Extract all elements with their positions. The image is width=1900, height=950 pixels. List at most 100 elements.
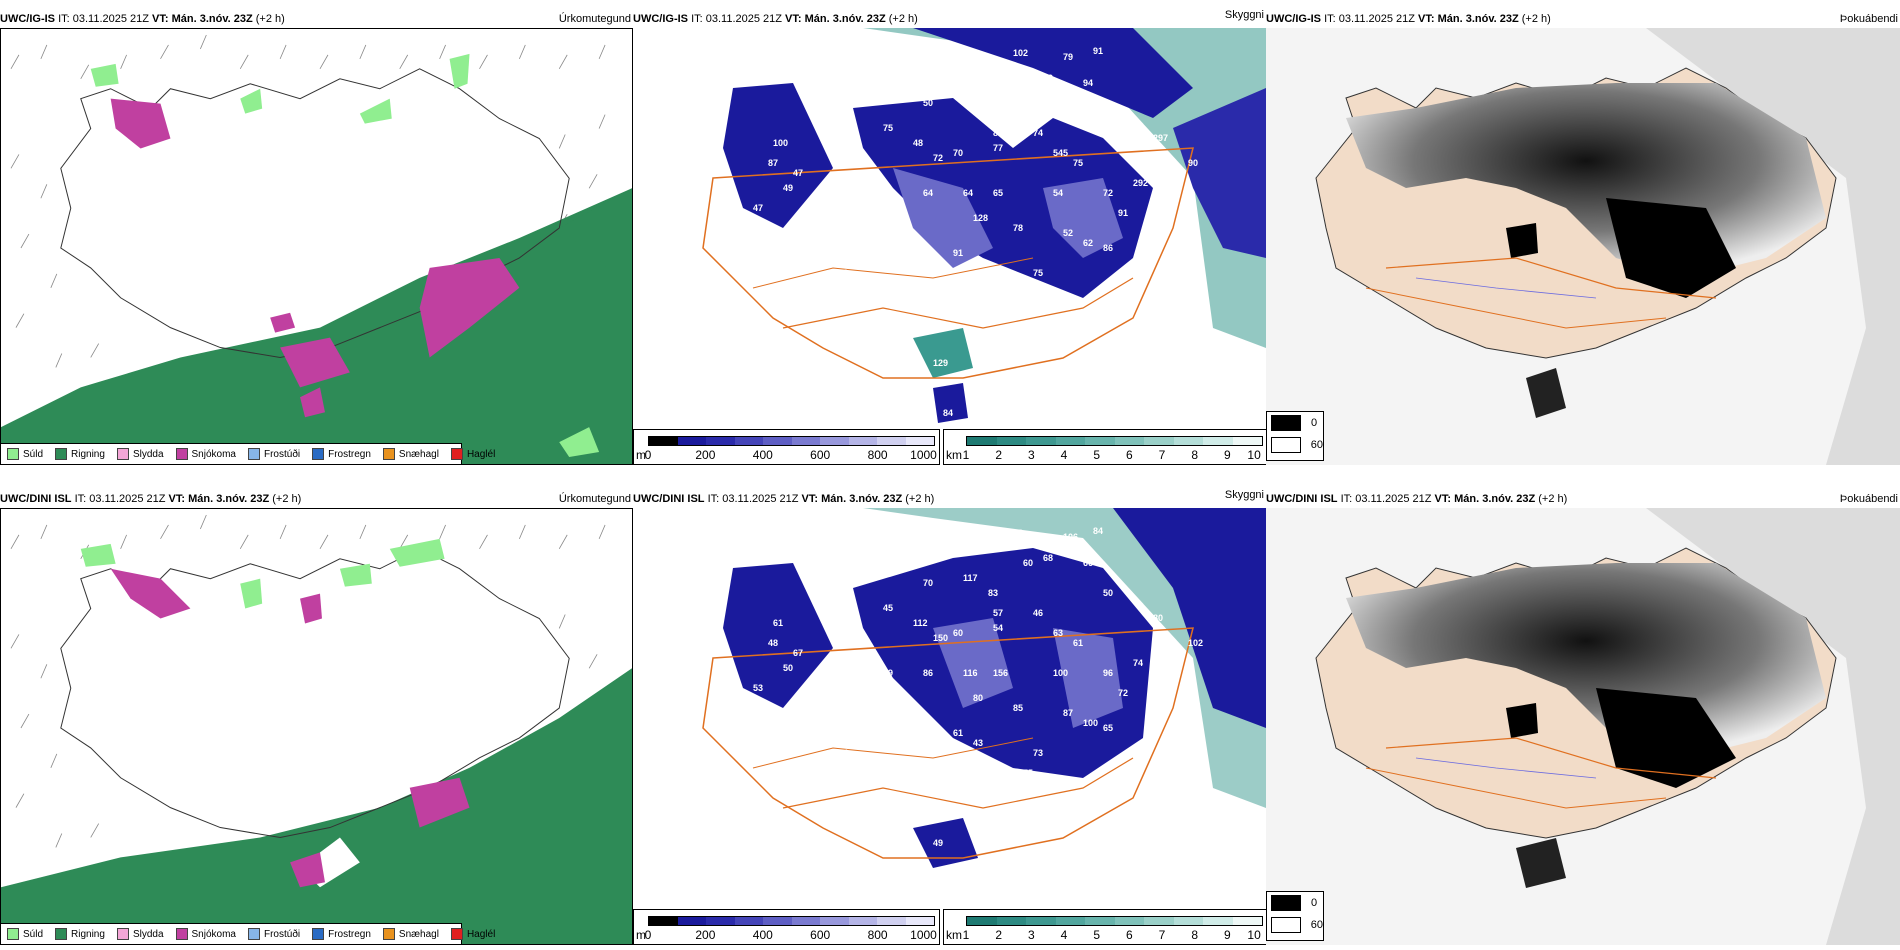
legend-item-hail: Haglél [450, 448, 495, 460]
visibility-value-label: 46 [883, 188, 893, 198]
fog-legend-max: 60 [1267, 914, 1323, 936]
visibility-value-label: 65 [1103, 723, 1113, 733]
visibility-value-label: 124 [833, 748, 848, 758]
legend-item-freezing-drizzle: Frostúði [247, 448, 300, 460]
valid-time: VT: Mán. 3.nóv. 23Z [1418, 13, 1519, 25]
visibility-value-labels: 253 102 102 79 91 86 89 94 50 99 181 107 86 74 75 48 72 7… [733, 46, 1198, 418]
visibility-value-label: 297 [1153, 133, 1168, 143]
legend-item-sleet: Slydda [116, 928, 164, 940]
visibility-value-label: 45 [883, 603, 893, 613]
legend-item-snow: Snjókoma [175, 448, 236, 460]
visibility-value-label: 94 [1083, 78, 1093, 88]
visibility-value-label: 99 [963, 93, 973, 103]
visibility-value-label: 80 [1153, 613, 1163, 623]
visibility-value-label: 73 [1033, 748, 1043, 758]
visibility-value-label: 55 [733, 218, 743, 228]
precip-map[interactable] [0, 508, 633, 945]
visibility-value-label: 253 [933, 48, 948, 58]
visibility-value-label: 116 [963, 668, 978, 678]
visibility-value-label: 102 [1188, 638, 1203, 648]
visibility-value-label: 112 [913, 618, 928, 628]
legend-item-freezing-rain: Frostregn [312, 448, 371, 460]
visibility-value-label: 24 [783, 248, 793, 258]
cloudbase-colorbar: m 0 200 400 600 800 1000 [633, 909, 940, 945]
visibility-value-label: 70 [923, 578, 933, 588]
visibility-colorbar: km 1 2 3 4 5 6 7 8 9 10 [943, 909, 1266, 945]
visibility-value-label: 61 [773, 618, 783, 628]
visibility-panel-bottom: UWC/DINI ISL IT: 03.11.2025 21Z VT: Mán.… [633, 490, 1266, 945]
visibility-value-label: 79 [1063, 52, 1073, 62]
valid-time: VT: Mán. 3.nóv. 23Z [152, 13, 253, 25]
fog-legend: 0 60 [1266, 411, 1324, 461]
visibility-value-label: 91 [1118, 208, 1128, 218]
model-name: UWC/DINI ISL [633, 493, 705, 505]
visibility-value-label: 75 [883, 123, 893, 133]
legend-item-freezing-rain: Frostregn [312, 928, 371, 940]
visibility-value-label: 48 [913, 138, 923, 148]
visibility-map[interactable]: 253 102 102 79 91 86 89 94 50 99 181 107 86 74 75 48 72 7… [633, 28, 1266, 465]
product-title: Úrkomutegund [558, 13, 631, 25]
visibility-value-label: 115 [943, 888, 958, 898]
model-name: UWC/IG-IS [0, 13, 55, 25]
visibility-value-label: 85 [1013, 703, 1023, 713]
visibility-value-label: 54 [1053, 188, 1063, 198]
visibility-value-label: 75 [1073, 158, 1083, 168]
visibility-value-label: 104 [913, 248, 928, 258]
visibility-colorbar: km 1 2 3 4 5 6 7 8 9 10 [943, 429, 1266, 465]
visibility-value-label: 61 [953, 728, 963, 738]
fog-legend-min: 0 [1267, 892, 1323, 914]
visibility-value-label: 53 [753, 683, 763, 693]
model-name: UWC/IG-IS [633, 13, 688, 25]
visibility-unit: km [946, 928, 962, 942]
visibility-value-label: 84 [943, 408, 953, 418]
fog-map[interactable] [1266, 28, 1900, 465]
visibility-value-label: 96 [1103, 668, 1113, 678]
visibility-value-label: 54 [993, 623, 1003, 633]
product-title: Þokuábendi [1839, 13, 1898, 25]
visibility-value-label: 103 [833, 198, 848, 208]
visibility-value-label: 161 [813, 718, 828, 728]
valid-time: VT: Mán. 3.nóv. 23Z [1434, 493, 1536, 505]
model-name: UWC/IG-IS [1266, 13, 1321, 25]
init-time: IT: 03.11.2025 21Z [1340, 493, 1432, 505]
visibility-value-label: 128 [973, 213, 988, 223]
visibility-value-label: 91 [953, 248, 963, 258]
visibility-value-label: 78 [1013, 223, 1023, 233]
panel-header: UWC/IG-IS IT: 03.11.2025 21Z VT: Mán. 3.… [633, 10, 1266, 28]
lead-offset: (+2 h) [272, 493, 302, 505]
vis-svg-bottom: 159 113 83 106 84 60 68 66 70 117 83 50 57 46 45 112 150… [633, 508, 1266, 945]
lead-offset: (+2 h) [1521, 13, 1551, 25]
visibility-value-label: 292 [1133, 178, 1148, 188]
visibility-value-label: 67 [793, 648, 803, 658]
visibility-value-label: 61 [1073, 638, 1083, 648]
visibility-value-label: 159 [933, 528, 948, 538]
visibility-value-label: 77 [1023, 288, 1033, 298]
visibility-swatches [966, 436, 1263, 446]
fog-map[interactable] [1266, 508, 1900, 945]
visibility-map[interactable]: 159 113 83 106 84 60 68 66 70 117 83 50 57 46 45 112 150… [633, 508, 1266, 945]
visibility-value-label: 52 [1063, 228, 1073, 238]
visibility-value-label: 83 [988, 588, 998, 598]
fog-indicator-panel-bottom: UWC/DINI ISL IT: 03.11.2025 21Z VT: Mán.… [1266, 490, 1900, 945]
visibility-value-label: 107 [1103, 108, 1118, 118]
model-name: UWC/DINI ISL [0, 493, 72, 505]
product-title: Skyggni [1224, 490, 1264, 501]
visibility-value-label: 47 [793, 168, 803, 178]
visibility-value-label: 120 [1053, 778, 1068, 788]
vis-svg-top: 253 102 102 79 91 86 89 94 50 99 181 107 86 74 75 48 72 7… [633, 28, 1266, 465]
precip-map[interactable] [0, 28, 633, 465]
visibility-value-label: 156 [993, 668, 1008, 678]
visibility-value-label: 65 [993, 188, 1003, 198]
visibility-value-label: 63 [1053, 628, 1063, 638]
visibility-value-label: 72 [1103, 188, 1113, 198]
init-time: IT: 03.11.2025 21Z [58, 13, 149, 25]
fog-legend: 0 60 [1266, 891, 1324, 941]
precip-legend: Súld Rigning Slydda Snjókoma Frostúði Fr… [0, 923, 495, 945]
visibility-value-label: 82 [913, 728, 923, 738]
legend-item-graupel: Snæhagl [382, 928, 439, 940]
visibility-value-label: 90 [1188, 158, 1198, 168]
valid-time: VT: Mán. 3.nóv. 23Z [785, 13, 886, 25]
visibility-value-label: 83 [1013, 528, 1023, 538]
visibility-value-label: 111 [833, 678, 847, 688]
product-title: Þokuábendi [1839, 493, 1898, 505]
